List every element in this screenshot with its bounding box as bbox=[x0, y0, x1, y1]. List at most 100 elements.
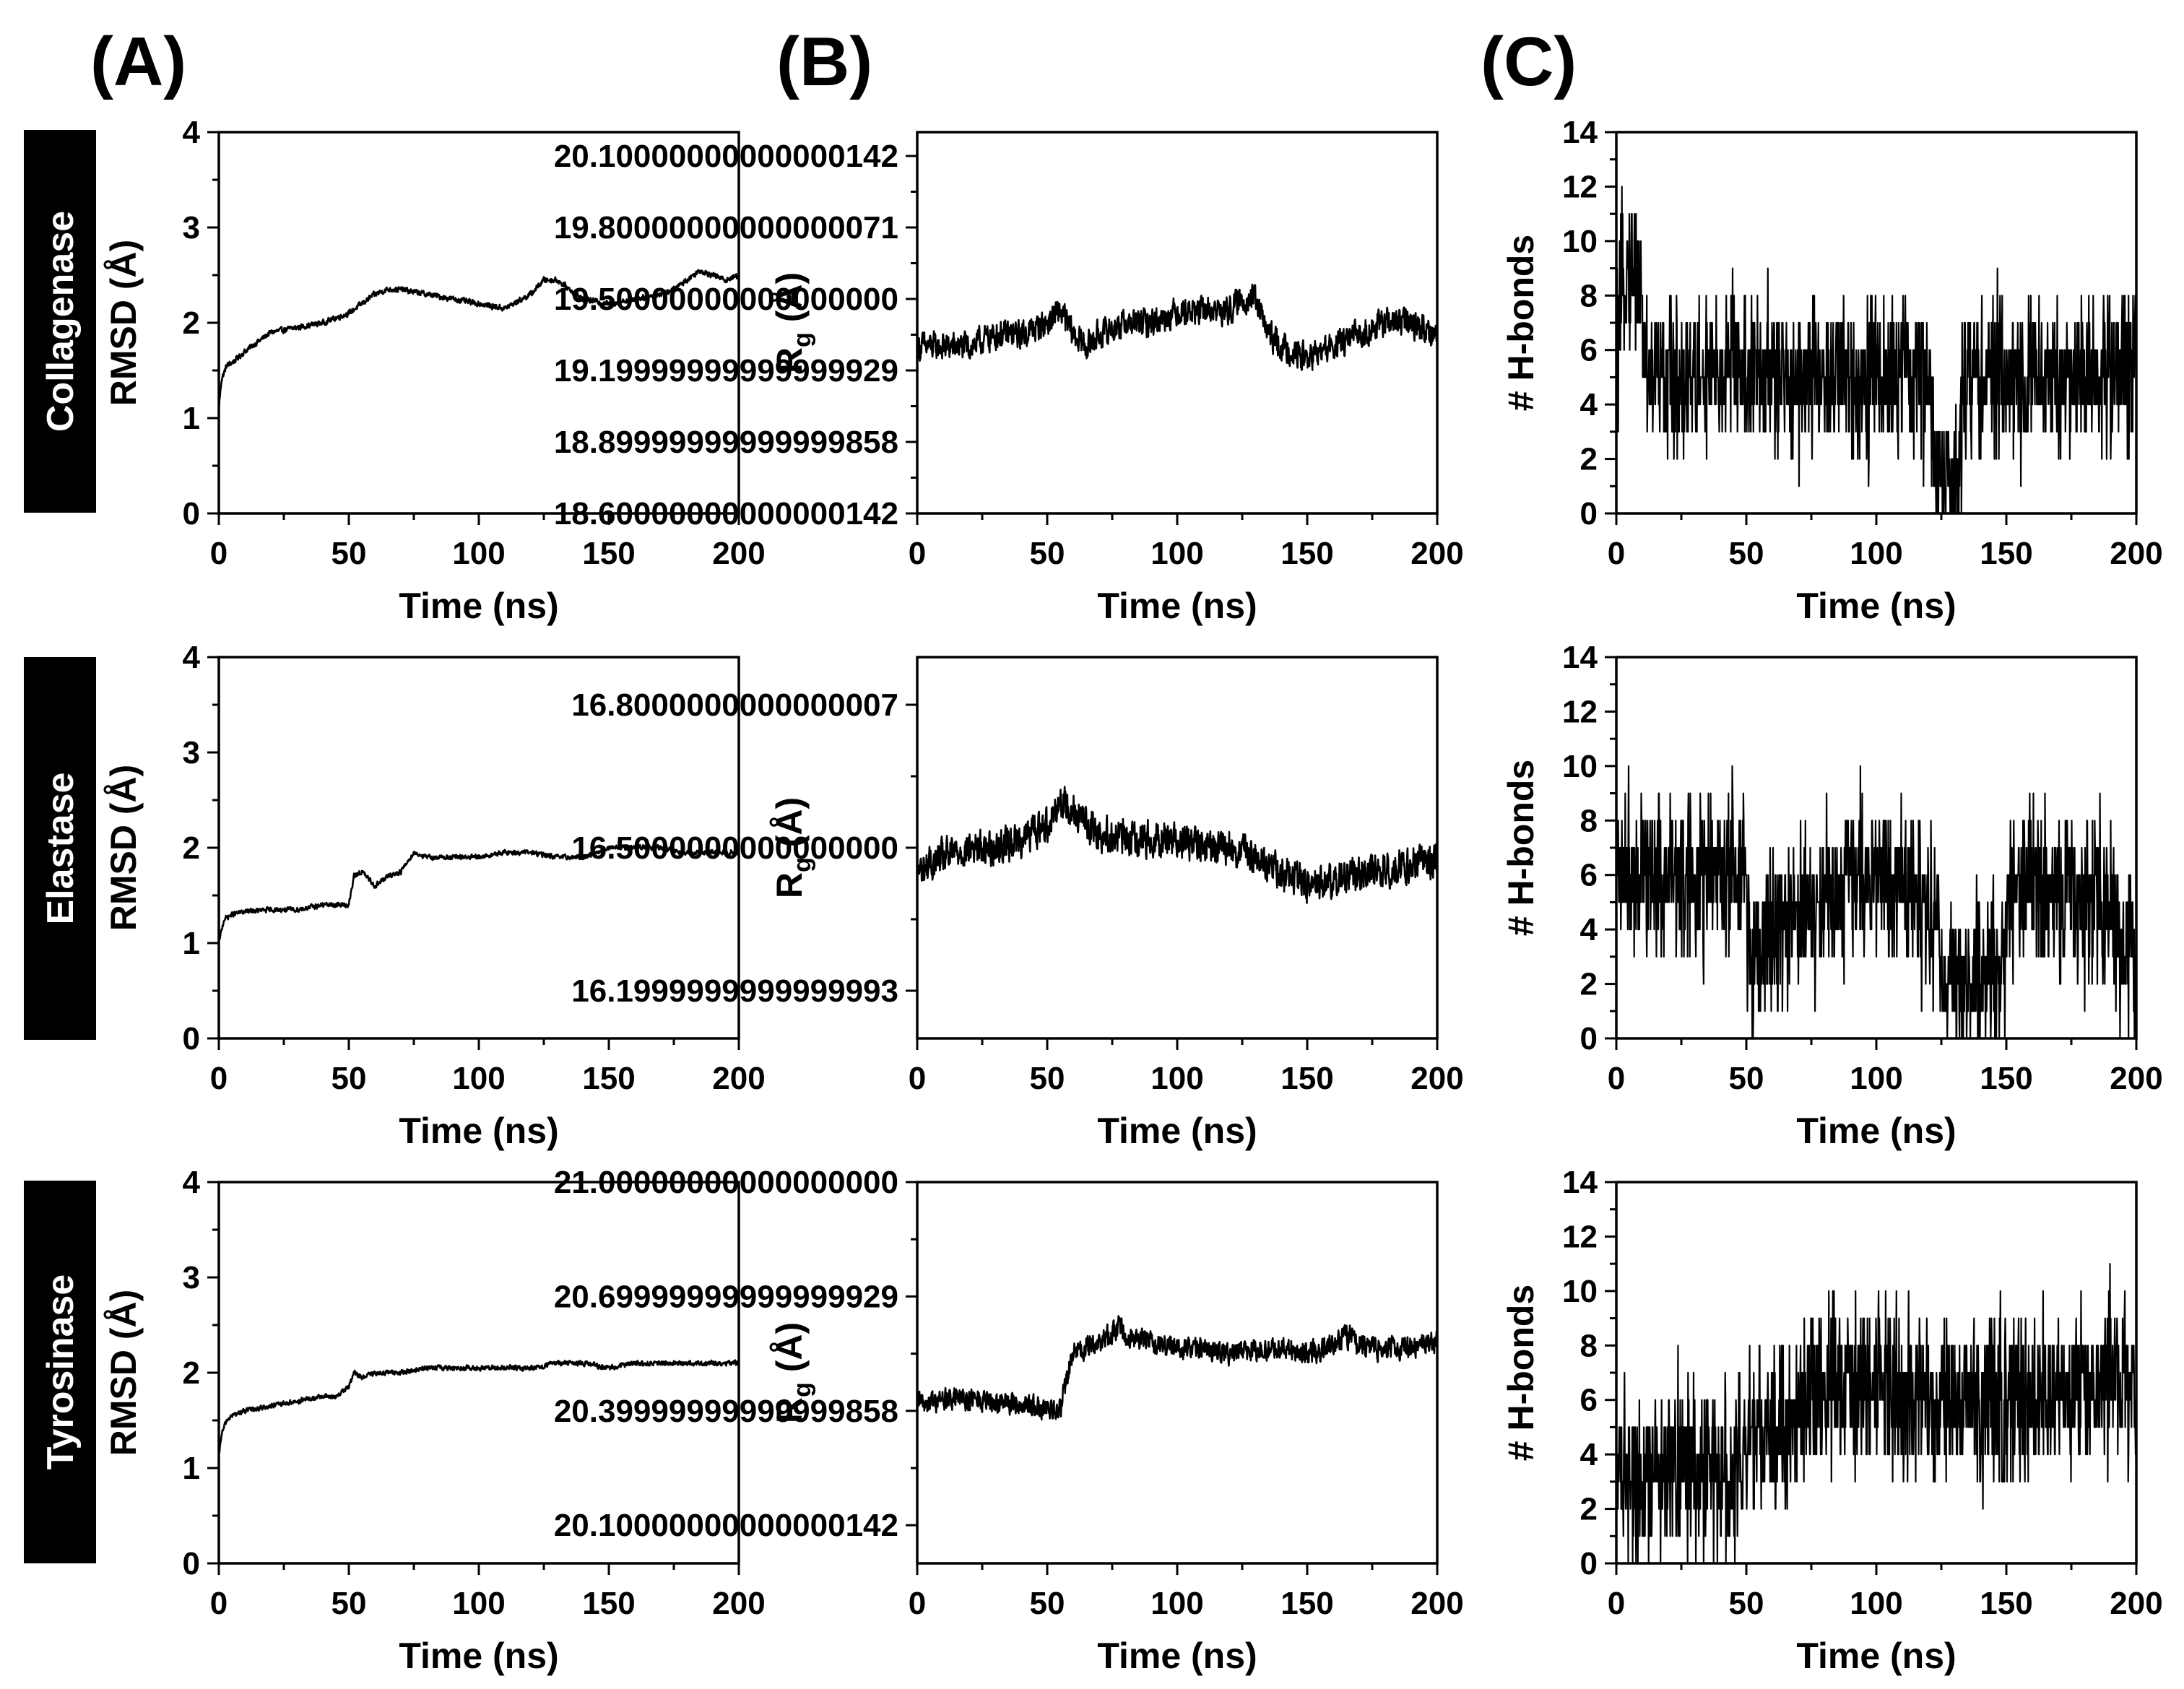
row-label-text: Collagenase bbox=[40, 211, 82, 432]
x-tick-label: 50 bbox=[332, 1586, 367, 1621]
y-tick-label: 20.69999999999999929 bbox=[554, 1279, 898, 1314]
x-tick-label: 150 bbox=[582, 536, 635, 571]
x-tick-label: 150 bbox=[1280, 1586, 1333, 1621]
y-tick-label: 4 bbox=[1580, 387, 1598, 422]
row-label-elastase: Elastase bbox=[24, 657, 96, 1040]
y-tick-label: 0 bbox=[183, 1021, 200, 1056]
x-tick-label: 200 bbox=[1410, 1061, 1463, 1096]
x-tick-label: 100 bbox=[1850, 1061, 1902, 1096]
y-tick-label: 12 bbox=[1562, 1219, 1598, 1254]
y-tick-label: 6 bbox=[1580, 1383, 1598, 1418]
y-tick-label: 1 bbox=[183, 401, 200, 436]
y-tick-label: 18.89999999999999858 bbox=[554, 425, 898, 460]
y-tick-label: 2 bbox=[183, 1355, 200, 1391]
y-tick-label: 0 bbox=[1580, 1021, 1598, 1056]
x-tick-label: 200 bbox=[2110, 1586, 2162, 1621]
chart-A-elastase: 0 50 100 150 200 0 1 2 3 4 Time (ns) RMSD (Å) bbox=[103, 640, 766, 1151]
panel-labels: (A) (B) (C) bbox=[90, 23, 1577, 100]
y-tick-label: 14 bbox=[1562, 640, 1598, 675]
x-tick-label: 50 bbox=[1030, 536, 1065, 571]
y-tick-label: 0 bbox=[1580, 1546, 1598, 1581]
x-tick-label: 100 bbox=[1150, 1586, 1203, 1621]
y-tick-label: 12 bbox=[1562, 169, 1598, 204]
series-line bbox=[916, 786, 1439, 904]
chart-C-collagenase: 0 50 100 150 200 0 2 4 6 8 10 12 14 Time (ns) # H-bond… bbox=[1501, 115, 2163, 626]
x-tick-label: 0 bbox=[909, 1061, 926, 1096]
series-line bbox=[1615, 765, 2138, 1040]
y-tick-label: 19.19999999999999929 bbox=[554, 353, 898, 388]
row-label-collagenase: Collagenase bbox=[24, 130, 96, 513]
x-tick-label: 100 bbox=[1850, 1586, 1902, 1621]
x-tick-label: 50 bbox=[332, 536, 367, 571]
y-tick-label: 0 bbox=[183, 496, 200, 531]
x-axis-label: Time (ns) bbox=[1796, 586, 1956, 626]
y-tick-label: 12 bbox=[1562, 694, 1598, 729]
x-tick-label: 150 bbox=[582, 1586, 635, 1621]
x-tick-label: 0 bbox=[909, 536, 926, 571]
y-tick-label: 1 bbox=[183, 926, 200, 961]
x-tick-label: 200 bbox=[712, 1586, 765, 1621]
x-axis-label: Time (ns) bbox=[399, 586, 558, 626]
series-line bbox=[1615, 1263, 2138, 1565]
x-tick-label: 0 bbox=[210, 1586, 228, 1621]
x-tick-label: 0 bbox=[1608, 1061, 1625, 1096]
y-axis-label: Rg (Å) bbox=[769, 272, 816, 373]
plot-frame bbox=[916, 1181, 1439, 1565]
y-axis-label: # H-bonds bbox=[1501, 1285, 1541, 1461]
panel-label-a: (A) bbox=[90, 23, 186, 100]
y-tick-label: 8 bbox=[1580, 278, 1598, 313]
x-tick-label: 150 bbox=[1980, 1061, 2032, 1096]
x-tick-label: 50 bbox=[332, 1061, 367, 1096]
y-axis-label: RMSD (Å) bbox=[103, 1290, 144, 1456]
x-tick-label: 0 bbox=[1608, 1586, 1625, 1621]
x-tick-label: 100 bbox=[452, 1586, 505, 1621]
x-tick-label: 100 bbox=[1150, 536, 1203, 571]
y-axis-label: Rg (Å) bbox=[769, 1322, 816, 1423]
x-tick-label: 150 bbox=[582, 1061, 635, 1096]
x-tick-label: 100 bbox=[452, 536, 505, 571]
series-line bbox=[217, 1359, 740, 1457]
x-tick-label: 100 bbox=[452, 1061, 505, 1096]
chart-A-tyrosinase: 0 50 100 150 200 0 1 2 3 4 Time (ns) RMSD (Å) bbox=[103, 1165, 766, 1676]
y-tick-label: 19.50000000000000000 bbox=[554, 282, 898, 317]
x-tick-label: 50 bbox=[1030, 1586, 1065, 1621]
y-axis-label: # H-bonds bbox=[1501, 235, 1541, 411]
row-label-tyrosinase: Tyrosinase bbox=[24, 1181, 96, 1563]
y-tick-label: 4 bbox=[183, 115, 201, 150]
y-tick-label: 2 bbox=[183, 830, 200, 866]
panel-label-b: (B) bbox=[776, 23, 872, 100]
panel-label-c: (C) bbox=[1481, 23, 1577, 100]
y-tick-label: 8 bbox=[1580, 803, 1598, 838]
x-tick-label: 200 bbox=[1410, 1586, 1463, 1621]
x-axis-label: Time (ns) bbox=[1796, 1636, 1956, 1676]
chart-B-collagenase: 0 50 100 150 200 18.60000000000000142 18.89999… bbox=[554, 131, 1464, 626]
y-tick-label: 20.39999999999999858 bbox=[554, 1394, 898, 1429]
y-axis-label: RMSD (Å) bbox=[103, 765, 144, 932]
y-tick-label: 8 bbox=[1580, 1328, 1598, 1363]
y-tick-label: 19.80000000000000071 bbox=[554, 210, 898, 246]
x-tick-label: 150 bbox=[1980, 1586, 2032, 1621]
series-line bbox=[916, 283, 1439, 371]
y-tick-label: 3 bbox=[183, 210, 200, 246]
y-tick-label: 2 bbox=[1580, 442, 1598, 477]
x-tick-label: 0 bbox=[210, 536, 228, 571]
y-axis-label: # H-bonds bbox=[1501, 760, 1541, 936]
y-tick-label: 16.1999999999999993 bbox=[571, 973, 898, 1009]
y-tick-label: 10 bbox=[1562, 1274, 1598, 1309]
y-tick-label: 16.5000000000000000 bbox=[571, 830, 898, 866]
chart-A-collagenase: 0 50 100 150 200 0 1 2 3 4 Time (ns) RMSD (Å) bbox=[103, 115, 766, 626]
y-tick-label: 20.10000000000000142 bbox=[554, 1508, 898, 1543]
x-tick-label: 0 bbox=[909, 1586, 926, 1621]
chart-B-tyrosinase: 0 50 100 150 200 20.10000000000000142 20.39999… bbox=[554, 1165, 1464, 1676]
y-tick-label: 4 bbox=[183, 640, 201, 675]
x-tick-label: 50 bbox=[1729, 1586, 1764, 1621]
chart-B-elastase: 0 50 100 150 200 16.1999999999999993 16.500000… bbox=[571, 656, 1464, 1151]
x-tick-label: 200 bbox=[2110, 536, 2162, 571]
x-tick-label: 100 bbox=[1150, 1061, 1203, 1096]
row-label-text: Tyrosinase bbox=[40, 1275, 82, 1470]
chart-C-tyrosinase: 0 50 100 150 200 0 2 4 6 8 10 12 14 Time (ns) # H-bond… bbox=[1501, 1165, 2163, 1676]
y-tick-label: 3 bbox=[183, 735, 200, 770]
y-tick-label: 20.10000000000000142 bbox=[554, 139, 898, 174]
